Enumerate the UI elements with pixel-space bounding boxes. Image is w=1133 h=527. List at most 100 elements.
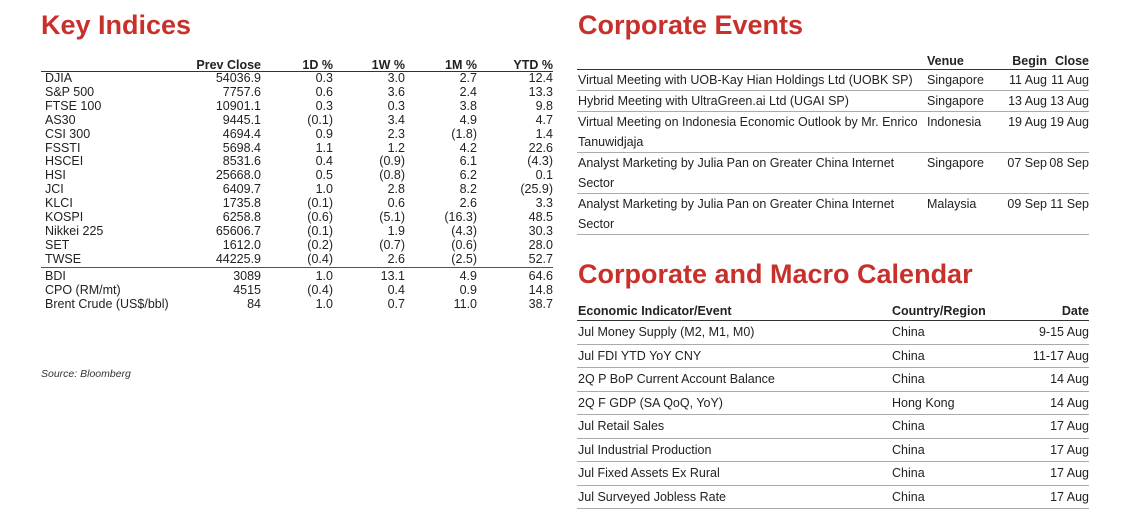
index-value: (0.2) (307, 237, 333, 252)
commodity-row: CPO (RM/mt) 4515 (0.4) 0.4 0.9 14.8 (41, 282, 553, 298)
index-value: 65606.7 (215, 223, 261, 238)
index-row: DJIA 54036.9 0.3 3.0 2.7 12.4 (41, 71, 553, 86)
index-value: 0.1 (535, 168, 553, 183)
index-value: 12.4 (528, 71, 553, 85)
index-value: 6.1 (459, 154, 477, 169)
index-value: (0.1) (307, 112, 333, 127)
event-row: Virtual Meeting on Indonesia Economic Ou… (577, 111, 1089, 153)
calendar-event: 2Q P BoP Current Account Balance (577, 367, 892, 392)
index-value: 4694.4 (222, 126, 261, 141)
index-name: HSI (45, 168, 66, 183)
index-row: Nikkei 225 65606.7 (0.1) 1.9 (4.3) 30.3 (41, 223, 553, 239)
event-venue: Singapore (926, 90, 1002, 112)
event-name: Analyst Marketing by Julia Pan on Greate… (577, 193, 926, 235)
index-value: 22.6 (528, 140, 553, 155)
index-value: 0.3 (315, 71, 333, 85)
index-value: (2.5) (451, 251, 477, 266)
index-name: TWSE (45, 251, 82, 266)
calendar-header-row: Economic Indicator/Event Country/Region … (577, 302, 1089, 321)
index-value: 3.0 (387, 71, 405, 85)
calendar-header: Date (1022, 302, 1089, 321)
calendar-row: 2Q F GDP (SA QoQ, YoY) Hong Kong 14 Aug (577, 391, 1089, 415)
corporate-events-title: Corporate Events (578, 10, 804, 40)
event-close: 19 Aug (1047, 111, 1089, 153)
event-row: Hybrid Meeting with UltraGreen.ai Ltd (U… (577, 90, 1089, 112)
event-venue: Indonesia (926, 111, 1002, 153)
index-value: 2.3 (387, 126, 405, 141)
index-value: 3.6 (387, 84, 405, 99)
index-value: (0.7) (379, 237, 405, 252)
index-value: 30.3 (528, 223, 553, 238)
index-row: HSCEI 8531.6 0.4 (0.9) 6.1 (4.3) (41, 155, 553, 169)
index-value: (0.1) (307, 223, 333, 238)
event-name: Hybrid Meeting with UltraGreen.ai Ltd (U… (577, 90, 926, 112)
index-value: 3.3 (535, 196, 553, 211)
commodity-name: Brent Crude (US$/bbl) (45, 296, 169, 311)
index-value: 1735.8 (222, 196, 261, 211)
index-value: 0.3 (315, 98, 333, 113)
index-value: (0.8) (379, 168, 405, 183)
commodity-value: 64.6 (477, 266, 553, 284)
event-row: Analyst Marketing by Julia Pan on Greate… (577, 152, 1089, 194)
commodity-name: CPO (RM/mt) (45, 282, 121, 297)
calendar-event: Jul Money Supply (M2, M1, M0) (577, 320, 892, 345)
index-name: KOSPI (45, 210, 84, 225)
event-begin: 11 Aug (1002, 69, 1047, 91)
commodity-name: BDI (41, 266, 161, 284)
calendar-date: 17 Aug (1022, 461, 1089, 486)
event-close: 08 Sep (1047, 152, 1089, 194)
event-row: Analyst Marketing by Julia Pan on Greate… (577, 193, 1089, 235)
key-indices-header-row: Prev Close 1D % 1W % 1M % YTD % (41, 59, 553, 72)
commodity-value: 38.7 (528, 296, 553, 311)
index-value: 1.1 (315, 140, 333, 155)
calendar-country: Hong Kong (892, 391, 1022, 415)
calendar-country: China (892, 367, 1022, 392)
event-row: Virtual Meeting with UOB-Kay Hian Holdin… (577, 69, 1089, 91)
commodity-row: BDI 3089 1.0 13.1 4.9 64.6 (41, 266, 553, 284)
index-value: 2.7 (459, 71, 477, 85)
commodity-value: 1.0 (315, 296, 333, 311)
index-name: Nikkei 225 (45, 223, 104, 238)
index-value: (0.6) (307, 210, 333, 225)
calendar-row: Jul FDI YTD YoY CNY China 11-17 Aug (577, 344, 1089, 368)
index-name: AS30 (45, 112, 76, 127)
calendar-row: Jul Fixed Assets Ex Rural China 17 Aug (577, 461, 1089, 486)
corporate-events-header: Begin (1002, 54, 1047, 70)
calendar-event: Jul FDI YTD YoY CNY (577, 344, 892, 368)
index-row: KOSPI 6258.8 (0.6) (5.1) (16.3) 48.5 (41, 210, 553, 225)
index-value: 44225.9 (215, 251, 261, 266)
event-venue: Singapore (926, 69, 1002, 91)
event-name: Virtual Meeting on Indonesia Economic Ou… (577, 111, 926, 153)
index-value: (16.3) (444, 210, 477, 225)
index-value: 2.8 (387, 182, 405, 197)
commodity-value: 14.8 (528, 282, 553, 297)
index-value: 6.2 (459, 168, 477, 183)
corporate-events-header: Venue (926, 54, 1002, 70)
calendar-date: 17 Aug (1022, 485, 1089, 509)
commodity-row: Brent Crude (US$/bbl) 84 1.0 0.7 11.0 38.7 (41, 296, 553, 312)
calendar-header: Economic Indicator/Event (577, 302, 892, 321)
calendar-event: Jul Industrial Production (577, 438, 892, 462)
index-name: KLCI (45, 196, 73, 211)
calendar-country: China (892, 414, 1022, 439)
calendar-country: China (892, 320, 1022, 345)
index-value: 1.4 (535, 126, 553, 141)
calendar-country: China (892, 461, 1022, 486)
event-begin: 19 Aug (1002, 111, 1047, 153)
index-value: 7757.6 (222, 84, 261, 99)
index-value: 8.2 (459, 182, 477, 197)
index-value: 0.3 (387, 98, 405, 113)
index-name: FTSE 100 (45, 98, 102, 113)
index-value: 9.8 (535, 98, 553, 113)
corporate-events-header: Close (1047, 54, 1089, 70)
calendar-row: 2Q P BoP Current Account Balance China 14 … (577, 367, 1089, 392)
key-indices-header: YTD % (477, 59, 553, 72)
event-venue: Malaysia (926, 193, 1002, 235)
calendar-header: Country/Region (892, 302, 1022, 321)
index-value: 0.6 (387, 196, 405, 211)
event-begin: 13 Aug (1002, 90, 1047, 112)
index-value: (25.9) (520, 182, 553, 197)
event-close: 11 Sep (1047, 193, 1089, 235)
calendar-event: Jul Retail Sales (577, 414, 892, 439)
calendar-date: 17 Aug (1022, 438, 1089, 462)
